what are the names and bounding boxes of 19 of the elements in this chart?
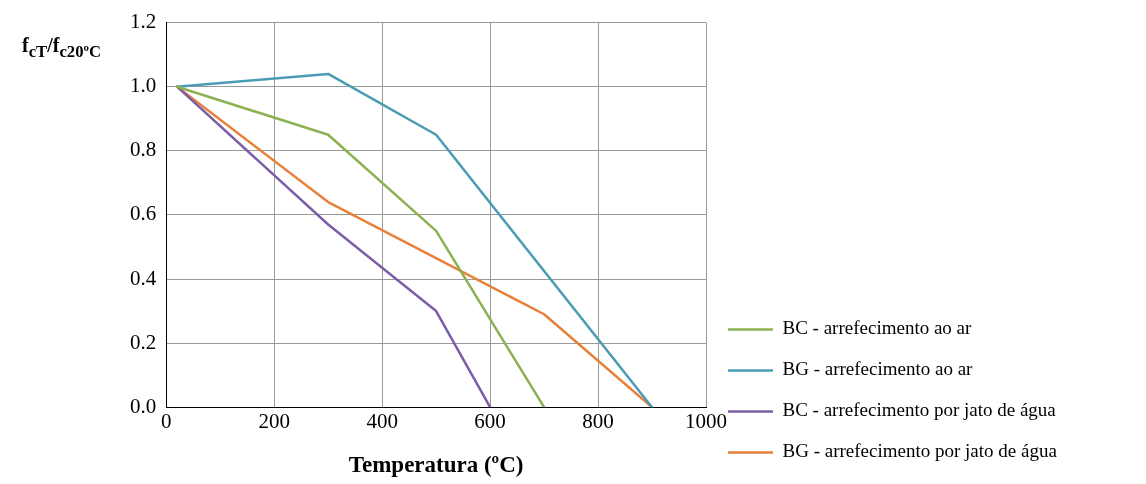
y-tick-label: 1.2 [130, 9, 157, 34]
y-tick-label: 0.4 [130, 265, 157, 290]
y-axis-title: f$_{cT}$/f$_{c20ºC}$ [22, 34, 101, 62]
y-tick-label: 0.8 [130, 137, 157, 162]
x-tick-label: 200 [258, 409, 290, 434]
legend-label: BC - arrefecimento ao ar [782, 317, 973, 339]
legend-label: BC - arrefecimento por jato de água [782, 399, 1057, 421]
legend-label: BG - arrefecimento por jato de água [782, 440, 1058, 462]
x-tick-label: 800 [582, 409, 614, 434]
x-tick-label: 0 [161, 409, 172, 434]
x-tick-label: 600 [474, 409, 506, 434]
legend-label: BG - arrefecimento ao ar [782, 358, 974, 380]
x-axis-title: Temperatura (ºC) [348, 452, 524, 478]
x-tick-label: 400 [366, 409, 398, 434]
x-tick-label: 1000 [685, 409, 727, 434]
y-tick-label: 0.6 [130, 201, 157, 226]
y-tick-label: 1.0 [130, 73, 157, 98]
y-tick-label: 0.0 [130, 393, 157, 418]
y-tick-label: 0.2 [130, 329, 157, 354]
